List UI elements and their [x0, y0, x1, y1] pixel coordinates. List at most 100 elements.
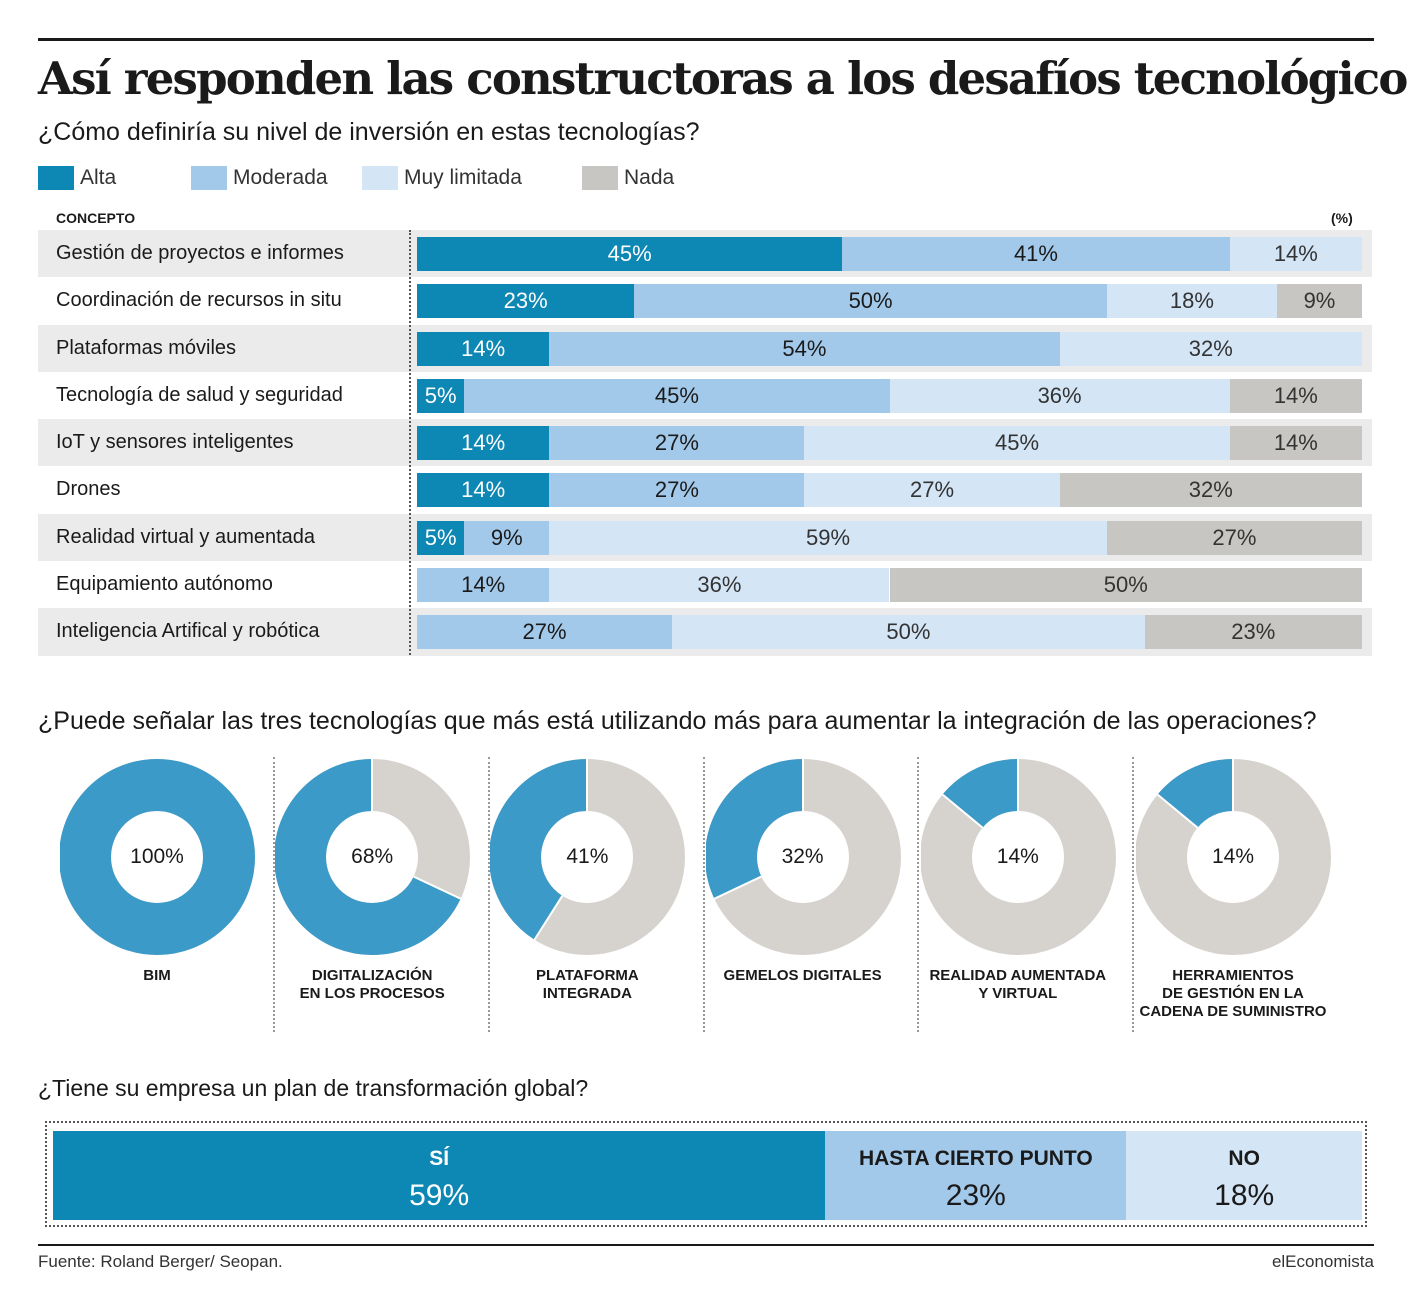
donut-svg — [60, 759, 255, 955]
bar-segment-muy-limitada: 32% — [1059, 331, 1362, 366]
donut-category-label: HERRAMIENTOS DE GESTIÓN EN LA CADENA DE … — [1139, 967, 1327, 1020]
donut-svg — [705, 759, 901, 955]
stacked-bar: 14% 27% 45% 14% — [417, 426, 1362, 461]
bar-segment-moderada: 27% — [549, 473, 805, 508]
bar-segment-nada: 50% — [889, 568, 1362, 603]
donut-value-label: 14% — [1211, 845, 1255, 868]
bar-segment-muy-limitada: 27% — [804, 473, 1060, 508]
legend-swatch-nada — [582, 166, 618, 190]
bar-segment-nada: 9% — [1276, 284, 1362, 319]
plan-bar-chart: SÍ 59% HASTA CIERTO PUNTO 23% NO 18% — [45, 1121, 1367, 1227]
donut-category-label: REALIDAD AUMENTADA Y VIRTUAL — [929, 967, 1107, 1002]
donut-category-label: GEMELOS DIGITALES — [723, 967, 882, 984]
bar-segment-alta: 45% — [417, 237, 843, 271]
bar-segment-alta: 5% — [417, 378, 465, 413]
row-label: IoT y sensores inteligentes — [56, 431, 294, 454]
plan-category-label: SÍ — [429, 1147, 450, 1170]
chart-divider — [409, 230, 411, 655]
legend-swatch-alta — [38, 166, 74, 190]
donut-slice-divider — [413, 875, 462, 900]
bar-segment-muy-limitada: 50% — [672, 615, 1145, 650]
plan-value-label: 18% — [1214, 1179, 1275, 1212]
donut-slice-divider — [534, 895, 564, 941]
donut-slice-divider — [713, 875, 762, 900]
donut-svg — [1136, 759, 1331, 955]
legend-item-nada: Nada — [582, 165, 674, 191]
bar-segment-muy-limitada: 18% — [1106, 284, 1277, 319]
stacked-bar: 5% 45% 36% 14% — [417, 378, 1362, 413]
bar-segment-nada: 14% — [1229, 378, 1362, 413]
bar-segment-moderada: 50% — [634, 284, 1107, 319]
plan-value-label: 23% — [945, 1179, 1006, 1212]
table-row: Realidad virtual y aumentada 5% 9% 59% 27% — [38, 513, 1372, 562]
row-label: Realidad virtual y aumentada — [56, 525, 316, 548]
donut-svg — [920, 759, 1116, 955]
table-row: Inteligencia Artifical y robótica 27% 50% 2… — [38, 608, 1372, 656]
table-row: Tecnología de salud y seguridad 5% 45% 36% 1… — [38, 372, 1372, 419]
table-row: Coordinación de recursos in situ 23% 50% 18… — [38, 277, 1372, 324]
donut-svg — [275, 759, 471, 955]
donut-chart: 100% BIM — [60, 757, 274, 1037]
stacked-bar: 14% 54% 32% — [417, 331, 1362, 366]
donut-value-label: 41% — [566, 845, 609, 868]
table-row: Gestión de proyectos e informes 45% 41% 14% — [38, 230, 1372, 278]
bar-segment-alta: 14% — [417, 473, 550, 508]
legend-swatch-muy-limitada — [362, 166, 398, 190]
technologies-question: ¿Puede señalar las tres tecnologías que … — [38, 707, 1317, 735]
donut-value-slice — [60, 759, 255, 955]
bar-segment-muy-limitada: 36% — [889, 378, 1230, 413]
brand-name: elEconomista — [1271, 1252, 1374, 1271]
bar-segment-alta: 23% — [417, 284, 635, 319]
plan-bar-segment: SÍ 59% — [53, 1131, 826, 1220]
donut-svg — [490, 759, 686, 955]
donut-chart: 32% GEMELOS DIGITALES — [705, 757, 920, 1037]
bar-segment-alta: 5% — [417, 520, 465, 555]
legend-item-moderada: Moderada — [191, 165, 328, 191]
legend: Alta Moderada Muy limitada Nada — [38, 165, 938, 191]
donut-separator — [273, 757, 275, 1032]
donut-category-label: BIM — [143, 967, 171, 984]
donut-charts: 100% BIM 68% DIGITALIZACIÓN EN LOS PROCESOS… — [60, 757, 1360, 1037]
table-row: Plataformas móviles 14% 54% 32% — [38, 324, 1372, 372]
donut-separator — [1132, 757, 1134, 1032]
donut-separator — [703, 757, 705, 1032]
legend-label-nada: Nada — [624, 166, 675, 189]
source-note: Fuente: Roland Berger/ Seopan. — [38, 1252, 283, 1271]
stacked-bar: 45% 41% 14% — [417, 237, 1362, 271]
stacked-bar: 5% 9% 59% 27% — [417, 520, 1362, 555]
legend-label-moderada: Moderada — [233, 166, 328, 189]
row-label: Plataformas móviles — [56, 336, 237, 359]
table-row: Drones 14% 27% 27% 32% — [38, 466, 1372, 513]
row-label: Drones — [56, 478, 121, 501]
bar-segment-moderada: 45% — [464, 378, 890, 413]
bottom-rule — [38, 1244, 1374, 1246]
row-label: Gestión de proyectos e informes — [56, 242, 344, 264]
stacked-bar-chart: Gestión de proyectos e informes 45% 41% 14%… — [38, 230, 1372, 656]
donut-value-label: 68% — [351, 845, 394, 868]
donut-chart: 68% DIGITALIZACIÓN EN LOS PROCESOS — [275, 757, 489, 1037]
top-rule — [38, 38, 1374, 41]
stacked-bar: 14% 36% 50% — [417, 568, 1362, 603]
bar-segment-muy-limitada: 45% — [804, 426, 1230, 461]
bar-segment-nada: 14% — [1229, 426, 1362, 461]
bar-segment-alta: 14% — [417, 331, 550, 366]
stacked-bar: 14% 27% 27% 32% — [417, 473, 1362, 508]
bar-segment-moderada: 9% — [464, 520, 550, 555]
bar-segment-nada: 23% — [1144, 615, 1362, 650]
legend-label-muy-limitada: Muy limitada — [404, 166, 522, 189]
donut-slice-divider — [1156, 793, 1199, 829]
row-label: Equipamiento autónomo — [56, 573, 273, 596]
donut-category-label: PLATAFORMA INTEGRADA — [536, 967, 639, 1002]
table-row: Equipamiento autónomo 14% 36% 50% — [38, 561, 1372, 608]
bar-segment-muy-limitada: 59% — [549, 520, 1107, 555]
plan-question: ¿Tiene su empresa un plan de transformac… — [38, 1075, 589, 1101]
bar-segment-muy-limitada: 14% — [1229, 237, 1362, 271]
bar-segment-moderada: 14% — [417, 568, 550, 603]
bar-segment-moderada: 54% — [549, 331, 1060, 366]
table-row: IoT y sensores inteligentes 14% 27% 45% 14% — [38, 419, 1372, 467]
plan-bar-segment: HASTA CIERTO PUNTO 23% — [825, 1131, 1127, 1220]
donut-separator — [917, 757, 919, 1032]
donut-value-label: 100% — [130, 845, 184, 868]
donut-value-label: 14% — [996, 845, 1039, 868]
page-title: Así responden las constructoras a los de… — [38, 52, 1407, 105]
